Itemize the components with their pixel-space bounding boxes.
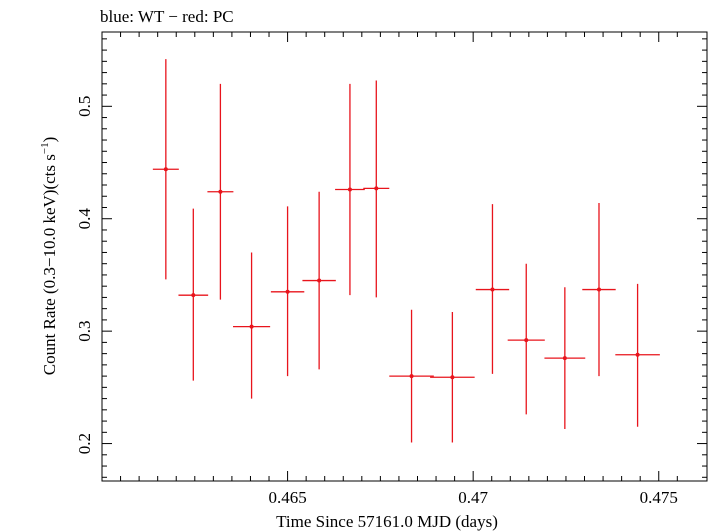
data-point: [207, 83, 234, 300]
data-marker: [450, 375, 455, 380]
data-marker: [596, 287, 601, 292]
data-point: [615, 283, 660, 427]
y-tick-label: 0.2: [75, 433, 94, 454]
y-tick-label: 0.4: [75, 208, 94, 230]
y-axis-ticks: 0.2 0.3 0.4 0.5: [75, 38, 707, 478]
x-tick-label: 0.465: [268, 488, 306, 507]
data-point: [363, 80, 390, 298]
y-tick-label: 0.3: [75, 321, 94, 342]
data-point: [152, 59, 179, 280]
data-point: [544, 287, 586, 429]
x-axis-ticks: 0.465 0.47 0.475: [120, 32, 678, 507]
data-marker: [163, 167, 168, 172]
data-marker: [317, 278, 322, 283]
data-marker: [409, 374, 414, 379]
data-marker: [285, 289, 290, 294]
data-series-pc: [152, 59, 660, 443]
plot-frame: [101, 31, 708, 482]
data-point: [302, 191, 336, 370]
y-axis-label: Count Rate (0.3−10.0 keV)(cts s−1): [39, 137, 59, 376]
data-point: [178, 208, 209, 381]
data-point: [582, 202, 616, 377]
data-point: [270, 206, 305, 377]
data-marker: [249, 324, 254, 329]
data-point: [430, 312, 475, 443]
data-point: [335, 83, 365, 296]
y-tick-label: 0.5: [75, 96, 94, 117]
data-marker: [191, 293, 196, 298]
data-marker: [490, 287, 495, 292]
x-tick-label: 0.47: [458, 488, 488, 507]
data-marker: [218, 189, 223, 194]
data-point: [507, 263, 545, 415]
data-point: [389, 309, 434, 443]
data-point: [475, 204, 510, 374]
data-marker: [635, 352, 640, 357]
x-tick-label: 0.475: [640, 488, 678, 507]
x-axis-label: Time Since 57161.0 MJD (days): [276, 512, 498, 531]
data-marker: [347, 187, 352, 192]
data-marker: [374, 186, 379, 191]
data-point: [233, 252, 271, 399]
chart-title: blue: WT − red: PC: [100, 7, 234, 26]
data-marker: [524, 338, 529, 343]
data-marker: [562, 356, 567, 361]
